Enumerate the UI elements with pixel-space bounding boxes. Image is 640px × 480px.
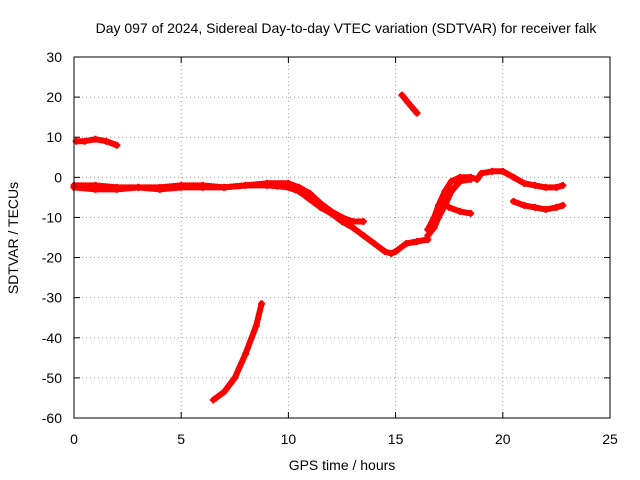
data-point — [359, 217, 367, 225]
data-point — [510, 197, 518, 205]
data-point — [404, 99, 412, 107]
data-point — [531, 181, 539, 189]
data-point — [156, 183, 164, 191]
data-point — [398, 91, 406, 99]
data-point — [387, 250, 395, 258]
data-point — [488, 167, 496, 175]
data-point — [317, 199, 325, 207]
y-tick-label: 20 — [46, 89, 62, 105]
data-point — [434, 213, 442, 221]
data-point — [434, 201, 442, 209]
data-point — [220, 388, 228, 396]
data-point — [413, 109, 421, 117]
data-point — [349, 217, 357, 225]
ticks — [73, 56, 611, 419]
data-point — [81, 137, 89, 145]
data-point — [113, 141, 121, 149]
data-point — [349, 223, 357, 231]
data-point — [258, 300, 266, 308]
series-layer — [70, 91, 567, 404]
data-point — [359, 231, 367, 239]
data-point — [499, 167, 507, 175]
y-tick-label: -40 — [42, 330, 62, 346]
data-point — [102, 137, 110, 145]
data-point — [531, 203, 539, 211]
x-tick-label: 0 — [70, 431, 78, 447]
data-point — [520, 201, 528, 209]
data-point — [447, 187, 455, 195]
data-point — [542, 205, 550, 213]
x-axis-label: GPS time / hours — [289, 457, 396, 473]
data-point — [456, 207, 464, 215]
data-point — [456, 177, 464, 185]
data-point — [441, 187, 449, 195]
data-point — [424, 231, 432, 239]
data-point — [242, 350, 250, 358]
data-point — [467, 209, 475, 217]
data-point — [430, 223, 438, 231]
data-point — [392, 248, 400, 256]
y-tick-label: -30 — [42, 290, 62, 306]
data-point — [477, 169, 485, 177]
x-tick-label: 10 — [281, 431, 297, 447]
x-tick-label: 25 — [602, 431, 618, 447]
data-point — [327, 207, 335, 215]
series-spike-high — [399, 92, 420, 117]
data-point — [252, 322, 260, 330]
data-point — [242, 181, 250, 189]
data-point — [447, 177, 455, 185]
data-point — [402, 240, 410, 248]
x-tick-labels: 0 5 10 15 20 25 — [70, 431, 618, 447]
data-point — [91, 181, 99, 189]
data-point — [559, 181, 567, 189]
y-tick-label: -20 — [42, 250, 62, 266]
data-point — [445, 203, 453, 211]
data-point — [520, 179, 528, 187]
data-point — [284, 179, 292, 187]
y-tick-label: -50 — [42, 370, 62, 386]
data-point — [467, 175, 475, 183]
y-tick-label: -60 — [42, 410, 62, 426]
data-point — [295, 183, 303, 191]
y-tick-label: 0 — [54, 169, 62, 185]
y-tick-label: 10 — [46, 129, 62, 145]
data-point — [559, 201, 567, 209]
data-point — [220, 183, 228, 191]
data-point — [134, 183, 142, 191]
data-point — [306, 189, 314, 197]
data-point — [370, 240, 378, 248]
x-tick-label: 20 — [495, 431, 511, 447]
data-point — [552, 203, 560, 211]
plot-frame — [73, 56, 611, 419]
data-point — [263, 179, 271, 187]
data-point — [473, 175, 481, 183]
data-point — [552, 183, 560, 191]
data-point — [510, 173, 518, 181]
y-tick-label: 30 — [46, 49, 62, 65]
y-axis-label: SDTVAR / TECUs — [5, 182, 21, 294]
grid — [74, 57, 610, 418]
data-point — [231, 374, 239, 382]
data-point — [199, 181, 207, 189]
data-point — [413, 238, 421, 246]
chart-title: Day 097 of 2024, Sidereal Day-to-day VTE… — [96, 20, 598, 36]
y-tick-labels: -60 -50 -40 -30 -20 -10 0 10 20 30 — [42, 49, 62, 426]
y-tick-label: -10 — [42, 209, 62, 225]
data-point — [338, 213, 346, 221]
data-point — [91, 135, 99, 143]
data-point — [542, 183, 550, 191]
series-deep-drop — [210, 300, 265, 403]
data-point — [177, 181, 185, 189]
data-point — [113, 183, 121, 191]
x-tick-label: 5 — [177, 431, 185, 447]
x-tick-label: 15 — [388, 431, 404, 447]
data-point — [381, 248, 389, 256]
data-point — [209, 396, 217, 404]
